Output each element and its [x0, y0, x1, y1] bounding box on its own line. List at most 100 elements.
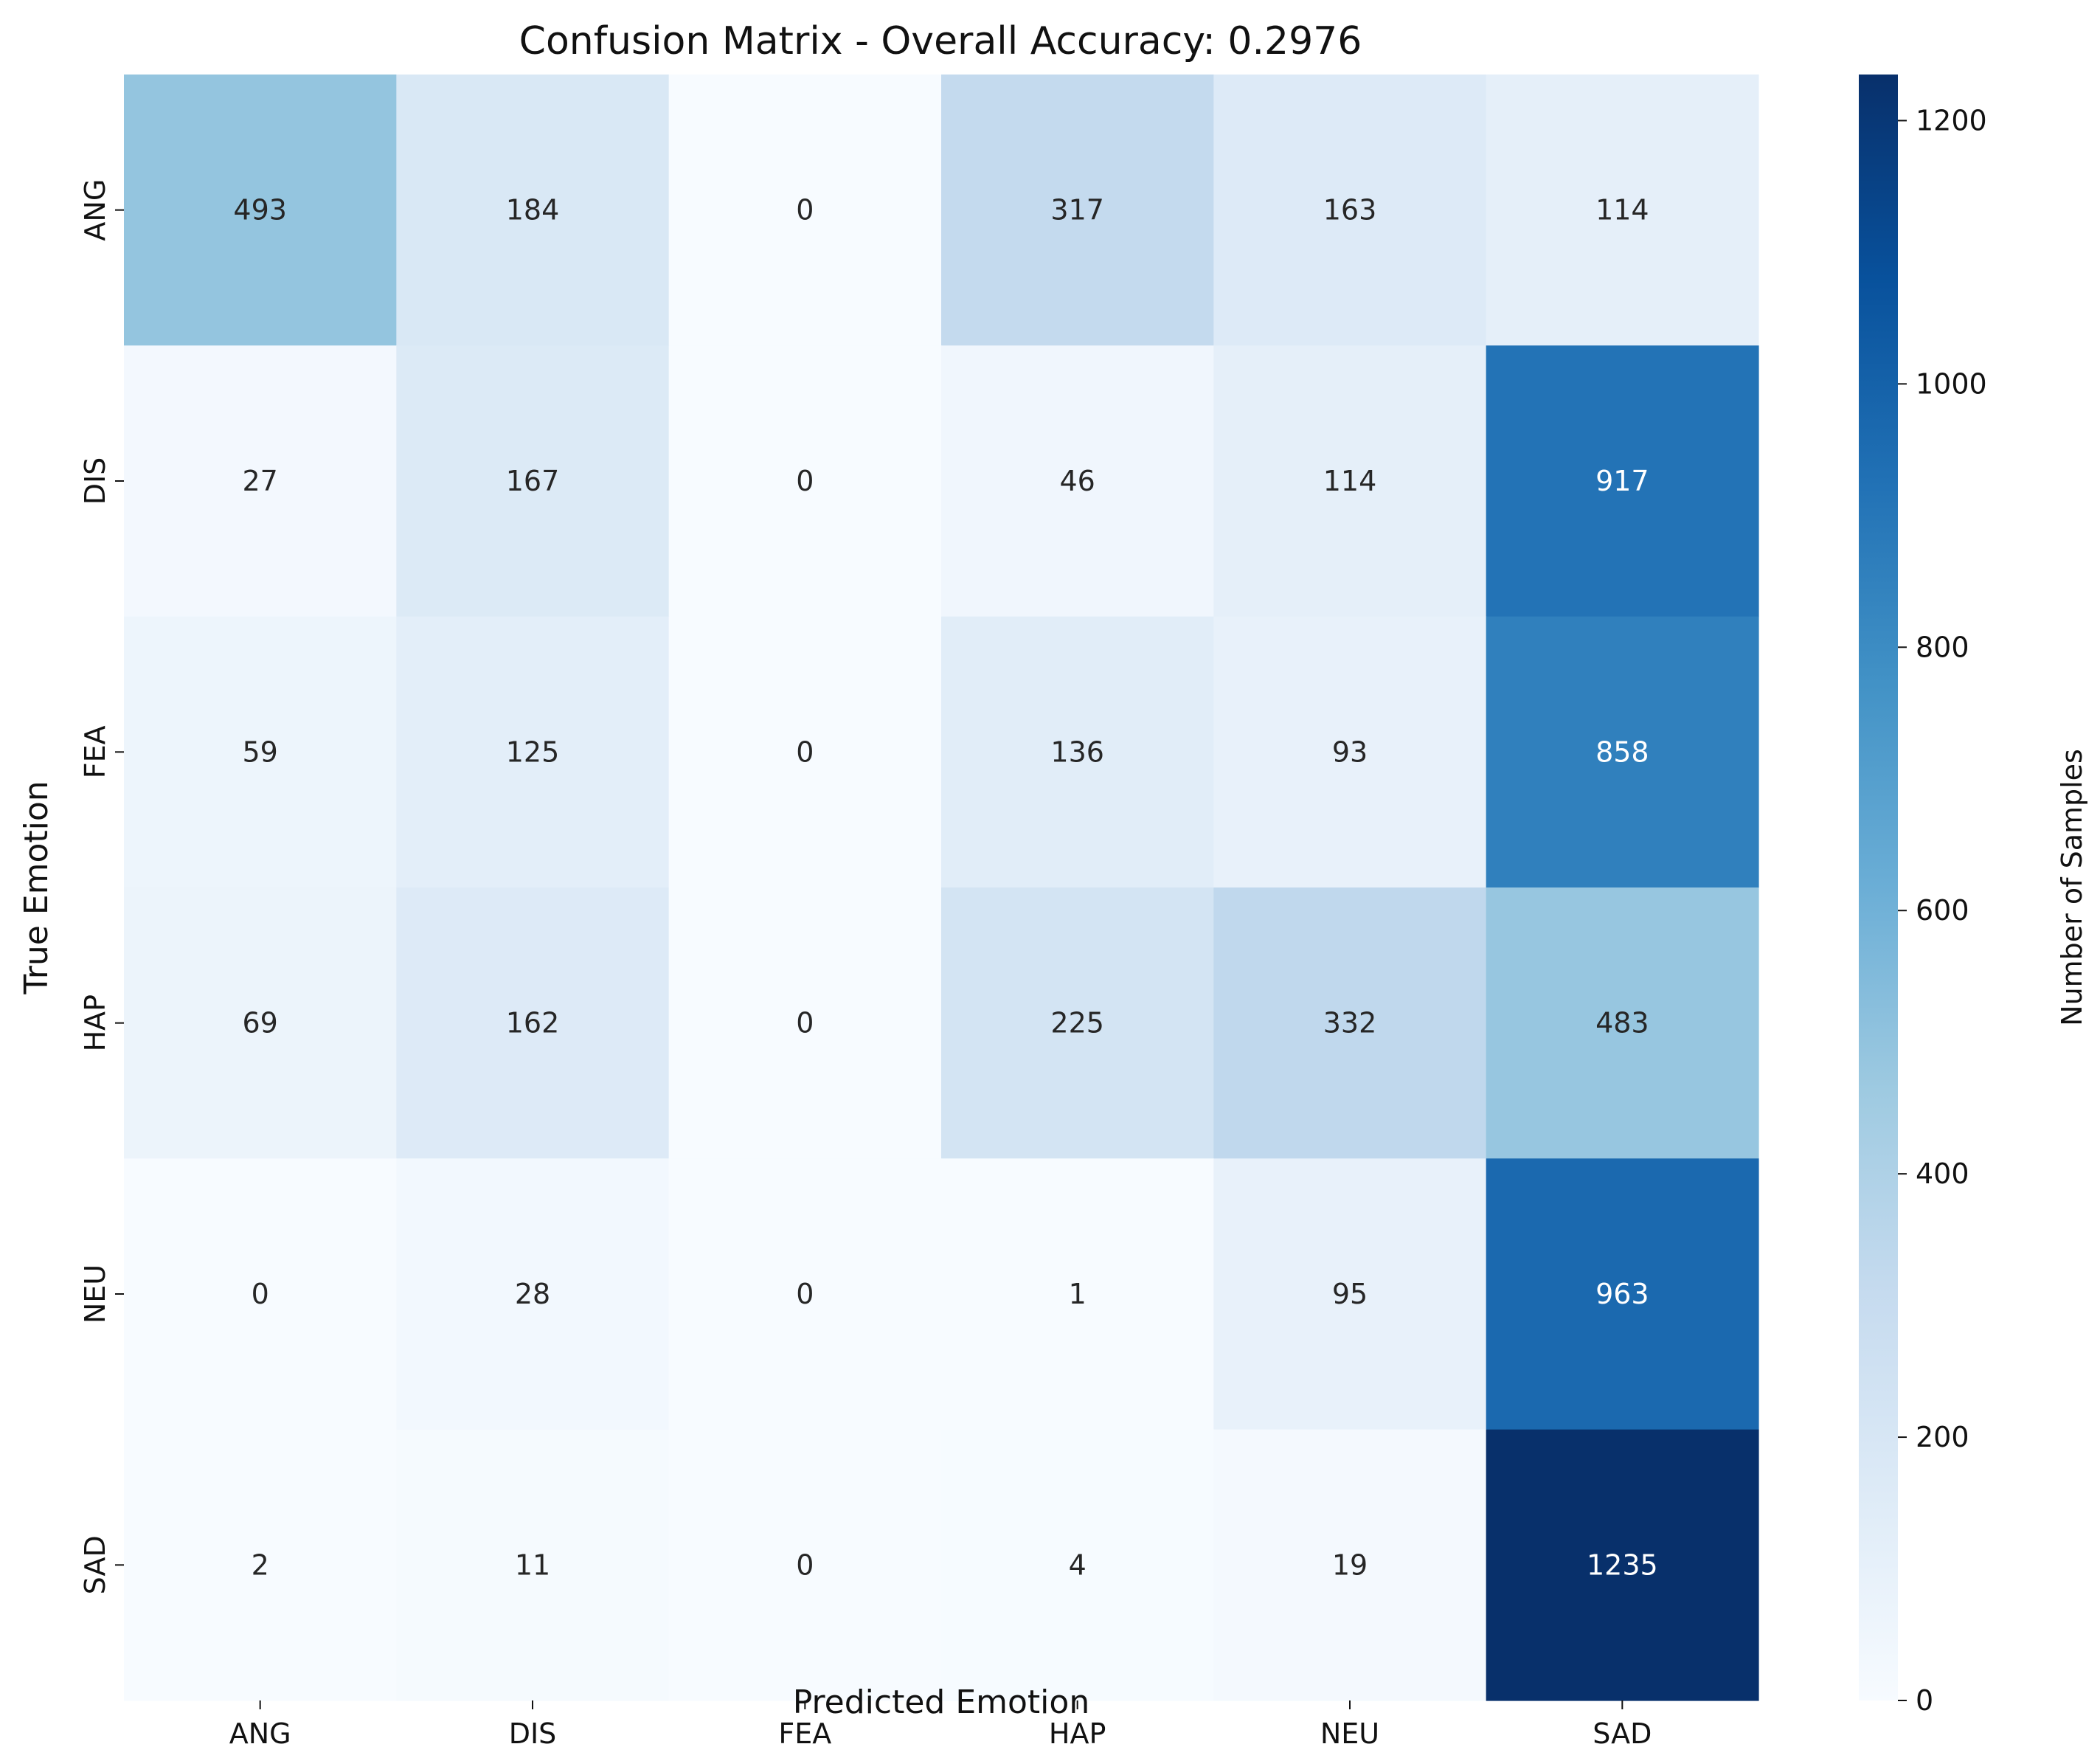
cell-value-label: 225	[1050, 1007, 1104, 1039]
cell-value-label: 1	[1069, 1278, 1087, 1310]
colorbar-tick-label: 400	[1916, 1158, 1969, 1190]
heatmap-cell	[941, 616, 1214, 888]
y-tick-label: SAD	[79, 1535, 111, 1594]
cell-value-label: 11	[515, 1549, 550, 1581]
heatmap-cell	[1486, 1158, 1759, 1430]
y-axis-label: True Emotion	[18, 781, 55, 994]
cell-value-label: 162	[506, 1007, 560, 1039]
cell-value-label: 0	[796, 1549, 814, 1581]
heatmap-cell	[396, 1429, 670, 1701]
cell-value-label: 483	[1595, 1007, 1649, 1039]
cell-value-label: 114	[1323, 465, 1377, 497]
heatmap-cell	[668, 887, 942, 1159]
cell-value-label: 28	[515, 1278, 550, 1310]
heatmap-cell	[124, 345, 397, 617]
cell-value-label: 27	[242, 465, 277, 497]
cell-value-label: 59	[242, 736, 277, 768]
y-tick-label: ANG	[79, 179, 111, 241]
cell-value-label: 125	[506, 736, 560, 768]
cell-value-label: 4	[1069, 1549, 1087, 1581]
heatmap-cell	[1486, 1429, 1759, 1701]
heatmap-cell	[396, 1158, 670, 1430]
y-tick-label: FEA	[79, 725, 111, 778]
colorbar-tick-label: 800	[1916, 631, 1969, 663]
cell-value-label: 0	[796, 194, 814, 226]
cell-value-label: 0	[796, 465, 814, 497]
heatmap-cell	[1213, 75, 1487, 346]
heatmap-cell	[396, 345, 670, 617]
cell-value-label: 95	[1332, 1278, 1368, 1310]
cell-value-label: 163	[1323, 194, 1377, 226]
cell-value-label: 0	[796, 1007, 814, 1039]
heatmap-cell	[1486, 887, 1759, 1159]
cell-value-label: 19	[1332, 1549, 1368, 1581]
x-tick-label: SAD	[1593, 1717, 1652, 1744]
heatmap-cell	[396, 616, 670, 888]
cell-value-label: 114	[1595, 194, 1649, 226]
heatmap-cell	[941, 75, 1214, 346]
heatmap-cell	[1213, 887, 1487, 1159]
x-tick-label: HAP	[1049, 1717, 1106, 1744]
cell-value-label: 317	[1050, 194, 1104, 226]
x-tick-label: NEU	[1320, 1717, 1379, 1744]
cell-value-label: 184	[506, 194, 560, 226]
cell-value-label: 46	[1059, 465, 1095, 497]
cell-value-label: 69	[242, 1007, 277, 1039]
heatmap-cell	[668, 1429, 942, 1701]
heatmap-cell	[941, 887, 1214, 1159]
cell-value-label: 917	[1595, 465, 1649, 497]
y-axis-ticks: ANG DIS FEA HAP NEU SAD	[79, 179, 124, 1594]
cell-value-label: 332	[1323, 1007, 1377, 1039]
y-tick-label: NEU	[79, 1264, 111, 1323]
heatmap-cell	[124, 1429, 397, 1701]
cell-value-label: 2	[252, 1549, 269, 1581]
heatmap-cell	[1486, 616, 1759, 888]
x-tick-label: ANG	[229, 1717, 291, 1744]
heatmap-cell	[124, 616, 397, 888]
heatmap-cell	[1486, 75, 1759, 346]
cell-value-label: 167	[506, 465, 560, 497]
heatmap-cell	[941, 1158, 1214, 1430]
heatmap-cell	[124, 75, 397, 346]
heatmap-cell	[941, 1429, 1214, 1701]
colorbar-tick-label: 600	[1916, 894, 1969, 927]
heatmap-cell	[1213, 345, 1487, 617]
heatmap-cell	[668, 345, 942, 617]
colorbar-tick-label: 200	[1916, 1421, 1969, 1453]
colorbar-tick-label: 1200	[1916, 104, 1987, 136]
cell-value-label: 93	[1332, 736, 1368, 768]
x-tick-label: FEA	[778, 1717, 831, 1744]
cell-value-label: 858	[1595, 736, 1649, 768]
heatmap-cell	[124, 887, 397, 1159]
heatmap-cell	[668, 616, 942, 888]
heatmap-cell	[941, 345, 1214, 617]
cell-value-label: 1235	[1587, 1549, 1658, 1581]
cell-value-label: 0	[796, 1278, 814, 1310]
chart-title: Confusion Matrix - Overall Accuracy: 0.2…	[519, 19, 1362, 63]
x-axis-ticks: ANG DIS FEA HAP NEU SAD	[229, 1700, 1652, 1744]
y-tick-label: DIS	[79, 457, 111, 505]
heatmap-cell	[124, 1158, 397, 1430]
heatmap-cell	[1213, 1158, 1487, 1430]
cell-value-label: 0	[796, 736, 814, 768]
x-axis-label: Predicted Emotion	[793, 1684, 1089, 1721]
cell-value-label: 136	[1050, 736, 1104, 768]
heatmap-cell	[1213, 1429, 1487, 1701]
colorbar	[1859, 75, 1898, 1700]
heatmap-cell	[668, 75, 942, 346]
heatmap-cell	[668, 1158, 942, 1430]
heatmap-cell	[396, 75, 670, 346]
colorbar-tick-label: 0	[1916, 1684, 1933, 1717]
cell-value-label: 493	[233, 194, 287, 226]
heatmap-cell	[1213, 616, 1487, 888]
heatmap-cell	[396, 887, 670, 1159]
cell-value-label: 963	[1595, 1278, 1649, 1310]
colorbar-ticks: 0 200 400 600 800 1000 1200	[1898, 104, 1987, 1717]
heatmap-cell	[1486, 345, 1759, 617]
x-tick-label: DIS	[509, 1717, 557, 1744]
cell-value-label: 0	[252, 1278, 269, 1310]
y-tick-label: HAP	[79, 994, 111, 1051]
colorbar-label: Number of Samples	[2056, 749, 2088, 1026]
